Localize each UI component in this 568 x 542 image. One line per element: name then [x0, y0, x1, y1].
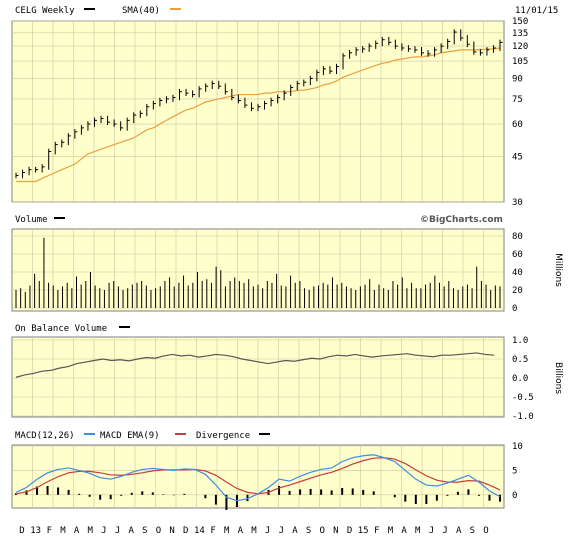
x-tick-label: F	[210, 526, 215, 536]
volume-y-axis: 80 60 40 20 0	[512, 232, 523, 314]
y-tick-label: 135	[512, 29, 528, 39]
x-tick-label: A	[456, 526, 462, 536]
x-tick-label: N	[169, 526, 174, 536]
x-tick-label: D	[183, 526, 188, 536]
macd-label: MACD(12,26)	[15, 431, 75, 441]
y-tick-label: 20	[512, 286, 523, 296]
divergence-legend-swatch	[259, 433, 270, 435]
chart-date: 11/01/15	[515, 6, 558, 16]
volume-legend-swatch	[54, 217, 65, 219]
x-tick-label: J	[265, 526, 270, 536]
x-tick-label: 13	[30, 526, 41, 536]
x-tick-label: A	[74, 526, 80, 536]
macd-grid	[12, 445, 504, 508]
obv-y-axis: 1.0 0.5 0.0 -0.5 -1.0	[512, 336, 534, 422]
y-tick-label: 75	[512, 95, 523, 105]
x-tick-label: J	[101, 526, 106, 536]
obv-unit-label: Billions	[553, 362, 563, 394]
volume-bars	[15, 237, 501, 308]
x-tick-label: M	[388, 526, 394, 536]
volume-unit-label: Millions	[553, 253, 563, 287]
y-tick-label: 90	[512, 74, 523, 84]
divergence-label: Divergence	[196, 431, 250, 441]
x-tick-label: A	[128, 526, 134, 536]
x-tick-label: M	[415, 526, 421, 536]
y-tick-label: 60	[512, 250, 523, 260]
x-tick-label: M	[60, 526, 66, 536]
price-bars	[15, 29, 503, 179]
y-tick-label: 10	[512, 442, 523, 452]
macd-lines	[15, 454, 501, 502]
x-tick-label: D	[347, 526, 352, 536]
x-tick-label: N	[333, 526, 338, 536]
y-tick-label: 5	[512, 466, 517, 476]
y-tick-label: 80	[512, 232, 523, 242]
macd-ema-legend-swatch	[175, 433, 186, 435]
x-tick-label: J	[429, 526, 434, 536]
macd-ema-label: MACD EMA(9)	[100, 431, 160, 441]
y-tick-label: -0.5	[512, 393, 534, 403]
obv-line	[15, 352, 495, 378]
x-tick-label: D	[19, 526, 24, 536]
y-tick-label: 40	[512, 268, 523, 278]
y-tick-label: 0	[512, 491, 517, 501]
x-tick-label: 14	[194, 526, 205, 536]
x-tick-label: A	[238, 526, 244, 536]
x-tick-label: O	[483, 526, 488, 536]
x-tick-label: A	[401, 526, 407, 536]
x-tick-label: M	[88, 526, 94, 536]
x-tick-label: F	[374, 526, 379, 536]
macd-legend-swatch	[84, 433, 95, 435]
ticker-label: CELG Weekly	[15, 6, 75, 16]
sma-line-path	[16, 47, 501, 183]
volume-label: Volume	[15, 215, 48, 225]
ticker-legend-swatch	[84, 8, 95, 10]
x-tick-label: M	[224, 526, 230, 536]
x-tick-label: S	[306, 526, 311, 536]
divergence-bars	[15, 486, 501, 510]
x-tick-label: J	[115, 526, 120, 536]
y-tick-label: 0	[512, 304, 517, 314]
y-tick-label: 0.0	[512, 374, 528, 384]
obv-grid	[12, 337, 504, 417]
x-tick-label: S	[470, 526, 475, 536]
obv-legend-swatch	[119, 326, 130, 328]
x-tick-label: 15	[358, 526, 369, 536]
y-tick-label: 0.5	[512, 355, 528, 365]
sma-legend-swatch	[170, 8, 181, 10]
y-tick-label: 45	[512, 152, 523, 162]
y-tick-label: 120	[512, 42, 528, 52]
bigcharts-watermark: ©BigCharts.com	[420, 215, 503, 225]
y-tick-label: 105	[512, 57, 528, 67]
y-tick-label: 60	[512, 120, 523, 130]
x-tick-label: O	[156, 526, 161, 536]
x-tick-label: F	[47, 526, 52, 536]
x-tick-label: O	[320, 526, 325, 536]
macd-line	[15, 454, 501, 502]
price-grid	[12, 20, 504, 203]
y-tick-label: -1.0	[512, 412, 534, 422]
y-tick-label: 30	[512, 198, 523, 208]
x-tick-label: J	[279, 526, 284, 536]
price-y-axis: 150 135 120 105 90 75 60 45 30	[512, 17, 528, 208]
obv-label: On Balance Volume	[15, 324, 107, 334]
macd-y-axis: 10 5 0	[512, 442, 523, 501]
y-tick-label: 1.0	[512, 336, 528, 346]
x-axis: D 13 F M A M J J A S O N D 14 F M A M J J A S O N D 15 F M A M J J A S O	[19, 526, 488, 536]
x-tick-label: S	[142, 526, 147, 536]
obv-line-path	[15, 352, 495, 378]
x-tick-label: A	[292, 526, 298, 536]
sma-label: SMA(40)	[122, 6, 160, 16]
y-tick-label: 150	[512, 17, 528, 27]
sma-line	[16, 47, 501, 183]
x-tick-label: J	[442, 526, 447, 536]
x-tick-label: M	[251, 526, 257, 536]
